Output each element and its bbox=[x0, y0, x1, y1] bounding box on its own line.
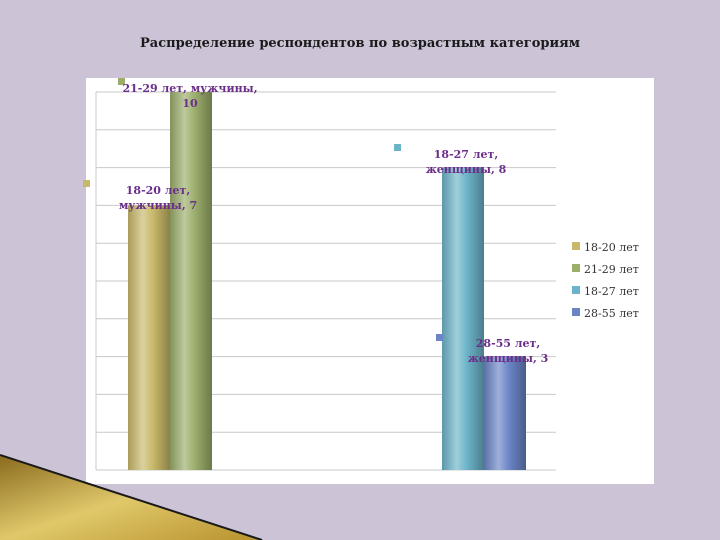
data-label: 28-55 лет, женщины, 3 bbox=[468, 337, 549, 365]
bar-28-55-лет bbox=[484, 356, 526, 470]
bar-18-27-лет bbox=[442, 167, 484, 470]
legend-marker bbox=[572, 242, 580, 250]
data-label-marker bbox=[436, 334, 443, 341]
legend-marker bbox=[572, 286, 580, 294]
data-label: 18-27 лет, женщины, 8 bbox=[426, 148, 507, 176]
bar-18-20-лет bbox=[128, 205, 170, 470]
data-label: 21-29 лет, мужчины, 10 bbox=[122, 82, 257, 110]
data-label-marker bbox=[394, 144, 401, 151]
chart-title: Распределение респондентов по возрастным… bbox=[140, 36, 580, 51]
legend-marker bbox=[572, 264, 580, 272]
data-label-marker bbox=[83, 180, 90, 187]
legend-label: 21-29 лет bbox=[584, 263, 639, 276]
legend-label: 18-27 лет bbox=[584, 285, 639, 298]
decorative-wedge-edge bbox=[0, 454, 263, 540]
legend-label: 18-20 лет bbox=[584, 241, 639, 254]
bar-21-29-лет bbox=[170, 92, 212, 470]
legend-label: 28-55 лет bbox=[584, 307, 639, 320]
legend-marker bbox=[572, 308, 580, 316]
data-label: 18-20 лет, мужчины, 7 bbox=[119, 184, 197, 212]
data-label-marker bbox=[118, 78, 125, 85]
